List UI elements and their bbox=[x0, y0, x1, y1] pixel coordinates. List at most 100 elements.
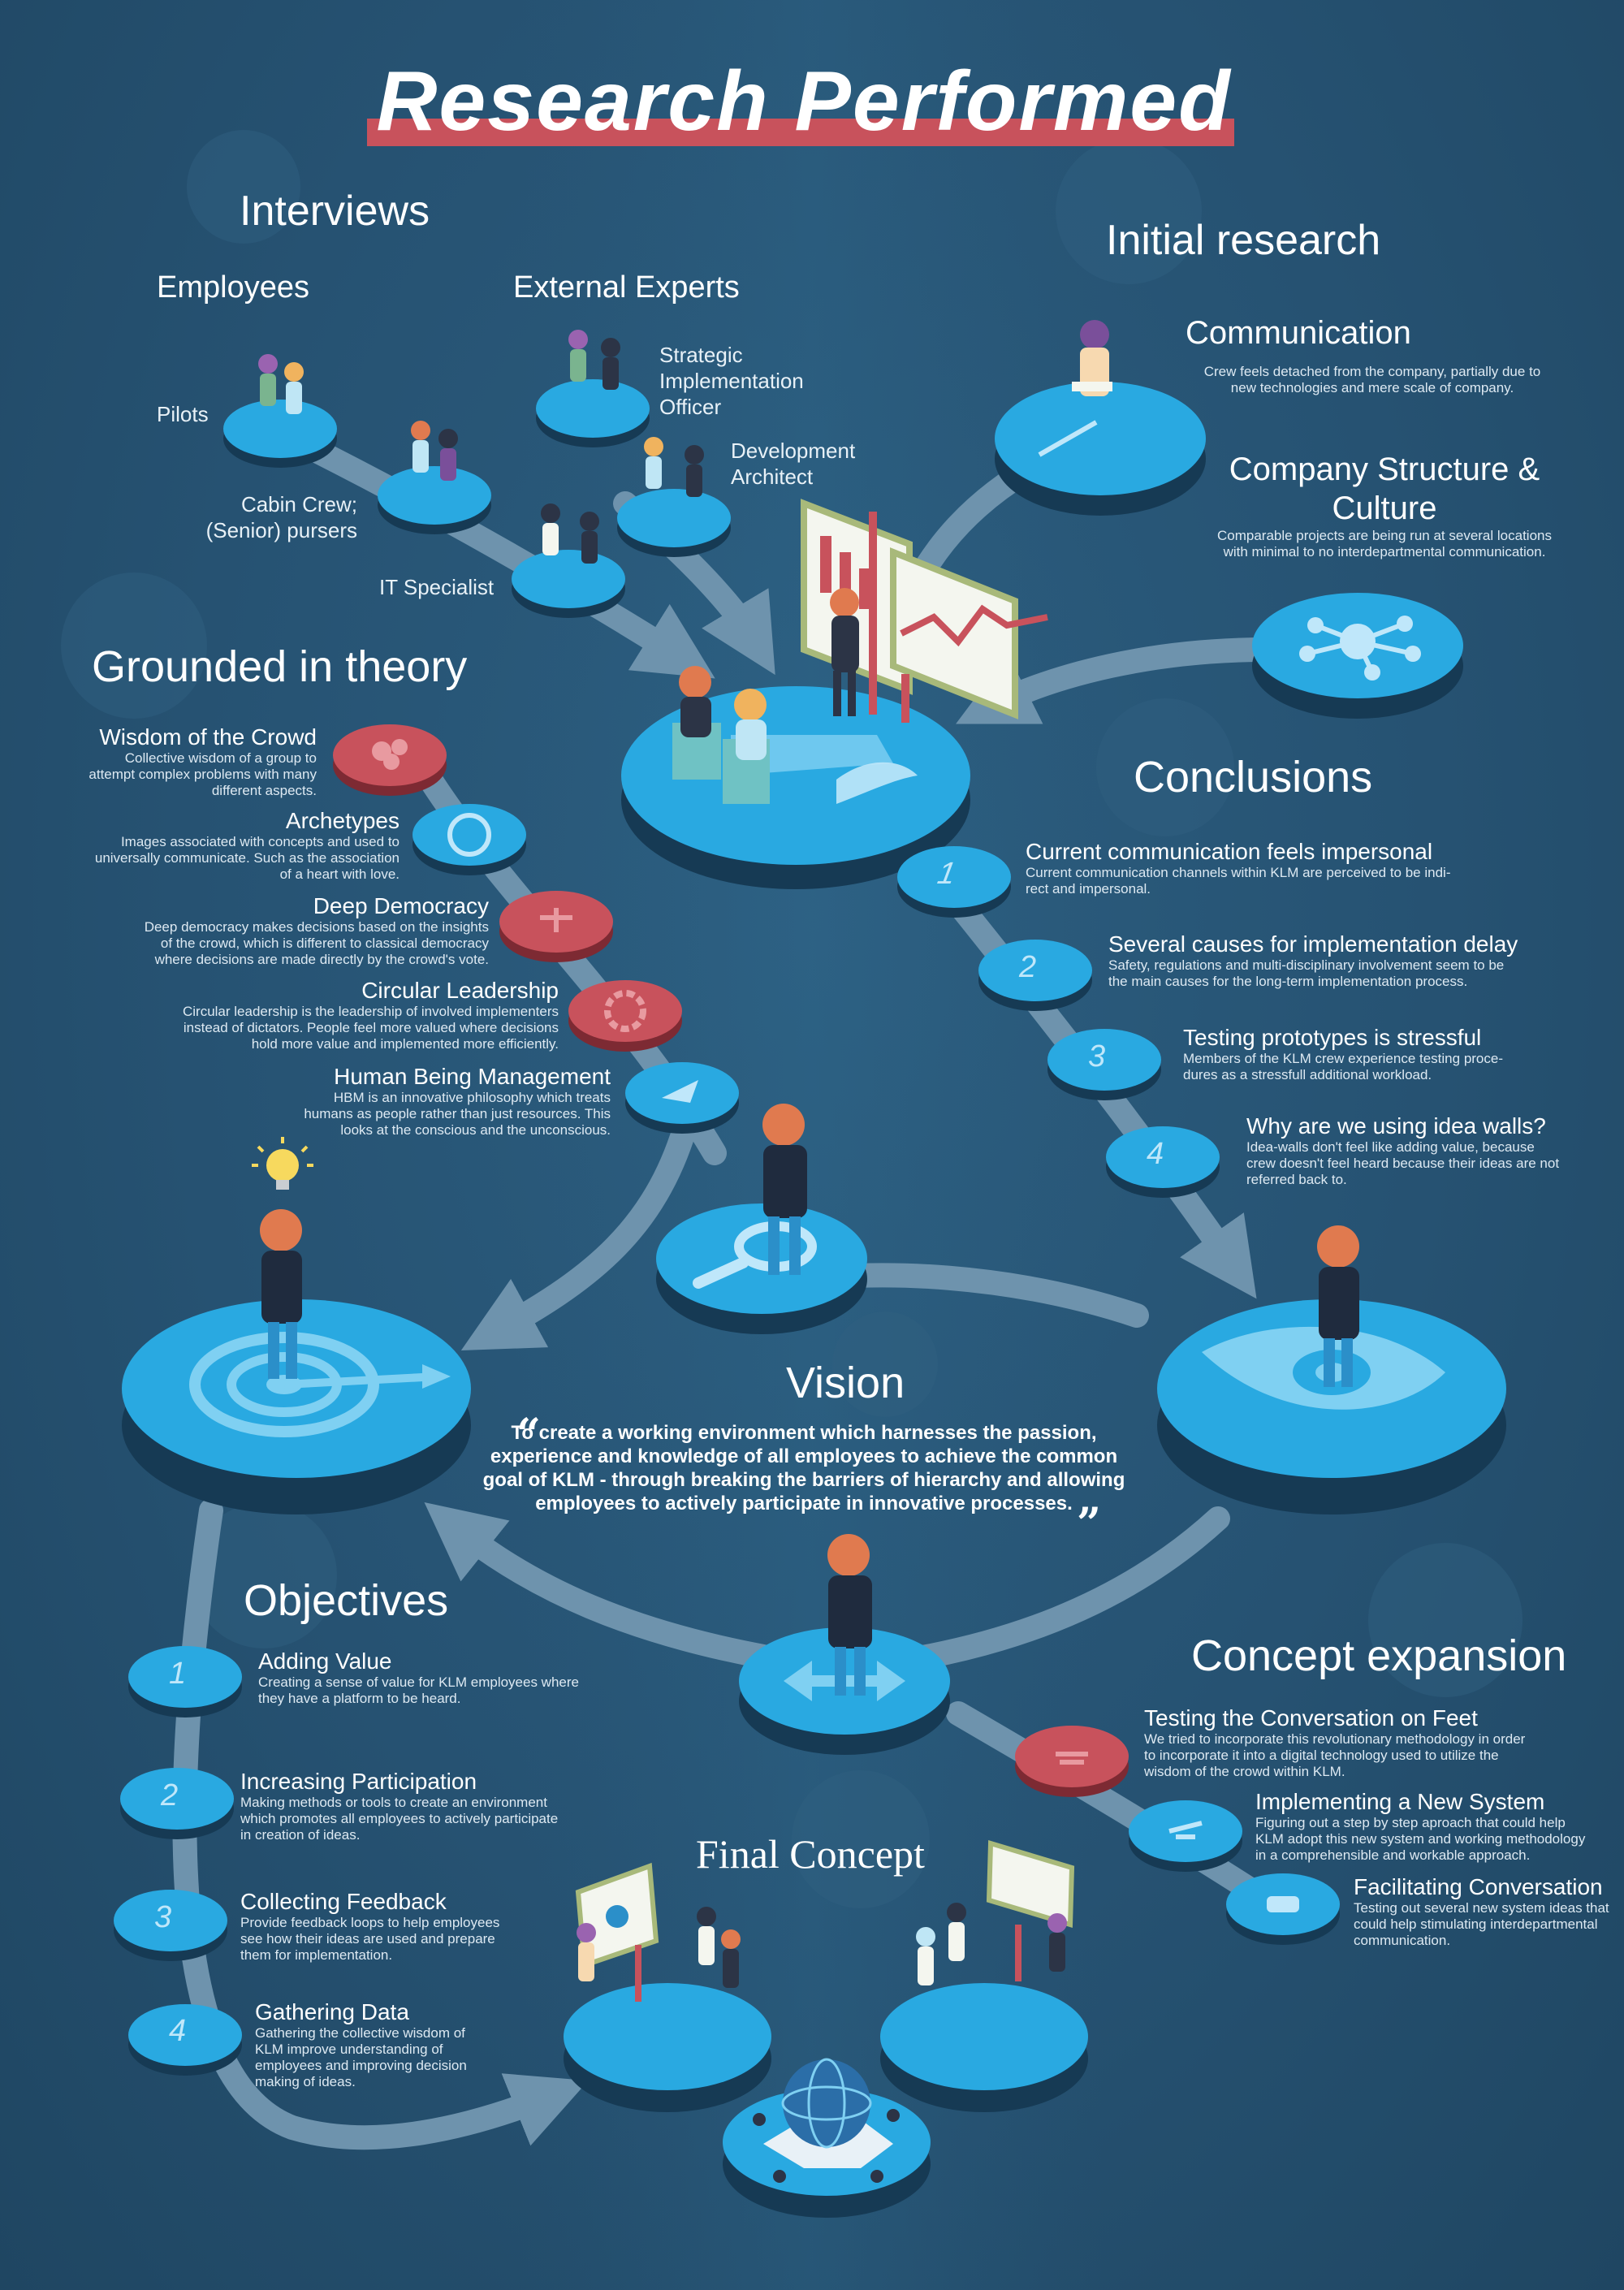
label-implementation: Implementation bbox=[659, 369, 804, 393]
label-it-specialist: IT Specialist bbox=[379, 575, 495, 599]
label-architect: Architect bbox=[731, 464, 814, 489]
disc-objective-1 bbox=[128, 1646, 242, 1718]
arrow-to-target bbox=[460, 1125, 694, 1350]
platform-cabin-crew bbox=[378, 421, 491, 534]
close-quote-mark: ” bbox=[1077, 1499, 1101, 1549]
communication-title: Communication bbox=[1186, 315, 1411, 351]
grounded-heading: Grounded in theory bbox=[92, 642, 468, 691]
target-platform bbox=[122, 1209, 471, 1514]
disc-conclusion-2 bbox=[978, 940, 1092, 1011]
open-quote-mark: “ bbox=[516, 1410, 541, 1459]
disc-new-system bbox=[1129, 1800, 1242, 1872]
external-experts-heading: External Experts bbox=[513, 270, 740, 305]
theory-discs bbox=[333, 724, 739, 1134]
magnifier-platform bbox=[656, 1104, 867, 1334]
company-structure-title: Company Structure & bbox=[1229, 452, 1540, 487]
theory-deep-democracy: Deep Democracy Deep democracy makes deci… bbox=[144, 893, 489, 967]
conclusion-number: 3 bbox=[1088, 1039, 1106, 1074]
disc-objective-3 bbox=[114, 1890, 227, 1961]
platform-pilots bbox=[223, 354, 337, 468]
arrows-platform bbox=[739, 1534, 950, 1755]
bg-circle bbox=[1096, 698, 1234, 836]
employees-heading: Employees bbox=[157, 270, 309, 305]
company-structure-text: Comparable projects are being run at sev… bbox=[1216, 528, 1552, 560]
eye-platform bbox=[1157, 1225, 1506, 1514]
disc-human-being-management bbox=[625, 1062, 739, 1134]
theory-archetypes: Archetypes Images associated with concep… bbox=[94, 808, 400, 882]
conclusion-1: Current communication feels impersonal C… bbox=[1026, 839, 1451, 897]
vision-statement: To create a working environment which ha… bbox=[482, 1422, 1125, 1514]
objective-number: 3 bbox=[154, 1900, 172, 1934]
target-icon bbox=[189, 1332, 451, 1437]
platform-strategic-officer bbox=[536, 330, 650, 447]
conclusion-number: 4 bbox=[1147, 1137, 1164, 1171]
concept-expansion-heading: Concept expansion bbox=[1191, 1631, 1567, 1680]
label-cabin-crew: Cabin Crew; bbox=[240, 492, 357, 516]
bg-circle bbox=[792, 1770, 930, 1908]
objective-number: 2 bbox=[161, 1778, 179, 1813]
platform-development-architect bbox=[617, 437, 731, 557]
theory-human-being-management: Human Being Management HBM is an innovat… bbox=[304, 1064, 611, 1138]
platform-final-left bbox=[564, 1862, 771, 2112]
disc-conclusion-3 bbox=[1047, 1029, 1161, 1100]
platform-final-bottom bbox=[723, 2058, 931, 2218]
arrow-to-vision bbox=[424, 1502, 775, 1669]
final-concept-heading: Final Concept bbox=[696, 1831, 925, 1877]
bg-circle bbox=[61, 572, 207, 719]
objective-number: 4 bbox=[169, 2014, 187, 2048]
platform-final-right bbox=[880, 1840, 1088, 2112]
disc-facilitating bbox=[1226, 1873, 1340, 1945]
disc-archetypes bbox=[412, 804, 526, 875]
objective-3: Collecting Feedback Provide feedback loo… bbox=[240, 1889, 500, 1963]
conclusion-4: Why are we using idea walls? Idea-walls … bbox=[1246, 1113, 1560, 1187]
disc-circular-leadership bbox=[568, 980, 682, 1052]
conclusion-number: 2 bbox=[1019, 950, 1037, 984]
interviews-heading: Interviews bbox=[240, 188, 430, 235]
light-bulb-icon bbox=[252, 1137, 313, 1190]
bg-circle bbox=[832, 1311, 938, 1417]
theory-wisdom: Wisdom of the Crowd Collective wisdom of… bbox=[89, 724, 317, 798]
objective-discs bbox=[114, 1646, 242, 2076]
globe-icon bbox=[781, 2058, 872, 2149]
arrow-interviews bbox=[280, 426, 715, 679]
objective-4: Gathering Data Gathering the collective … bbox=[255, 1999, 467, 2089]
theory-circular-leadership: Circular Leadership Circular leadership … bbox=[182, 978, 559, 1052]
objectives-heading: Objectives bbox=[244, 1576, 449, 1625]
bg-circle bbox=[187, 130, 300, 244]
arrow-objectives bbox=[172, 1498, 589, 2150]
vision-heading: Vision bbox=[786, 1359, 905, 1407]
label-pilots: Pilots bbox=[157, 402, 209, 426]
bg-circle bbox=[1368, 1543, 1522, 1697]
platform-it-specialist bbox=[512, 503, 625, 618]
culture-title: Culture bbox=[1332, 490, 1437, 526]
disc-wisdom-crowd bbox=[333, 724, 447, 796]
label-pursers: (Senior) pursers bbox=[205, 518, 357, 542]
platform-communication bbox=[995, 320, 1206, 516]
title-underline bbox=[367, 119, 1234, 146]
concept-new-system: Implementing a New System Figuring out a… bbox=[1255, 1789, 1586, 1863]
conclusions-heading: Conclusions bbox=[1134, 753, 1373, 802]
central-platform bbox=[621, 666, 970, 889]
disc-objective-4 bbox=[128, 2004, 242, 2076]
concept-discs bbox=[1015, 1726, 1340, 1945]
label-strategic: Strategic bbox=[659, 343, 743, 367]
communication-text: Crew feels detached from the company, pa… bbox=[1203, 364, 1541, 395]
conclusion-2: Several causes for implementation delay … bbox=[1108, 931, 1518, 989]
label-officer: Officer bbox=[659, 395, 722, 419]
objective-2: Increasing Participation Making methods … bbox=[240, 1769, 559, 1843]
conclusion-3: Testing prototypes is stressful Members … bbox=[1183, 1025, 1504, 1082]
page-title: Research Performed bbox=[376, 54, 1232, 149]
initial-research-heading: Initial research bbox=[1106, 217, 1381, 264]
chart-board-icon bbox=[801, 499, 1048, 723]
disc-conclusion-4 bbox=[1106, 1126, 1220, 1198]
concept-conversation-feet: Testing the Conversation on Feet We trie… bbox=[1144, 1705, 1526, 1779]
concept-facilitating: Facilitating Conversation Testing out se… bbox=[1354, 1874, 1609, 1948]
objective-number: 1 bbox=[169, 1657, 187, 1691]
bg-circle bbox=[191, 1502, 337, 1648]
bg-circle bbox=[1056, 138, 1202, 284]
disc-conversation-feet bbox=[1015, 1726, 1129, 1797]
arrow-concept bbox=[946, 1701, 1279, 1912]
conclusion-discs bbox=[897, 846, 1220, 1198]
